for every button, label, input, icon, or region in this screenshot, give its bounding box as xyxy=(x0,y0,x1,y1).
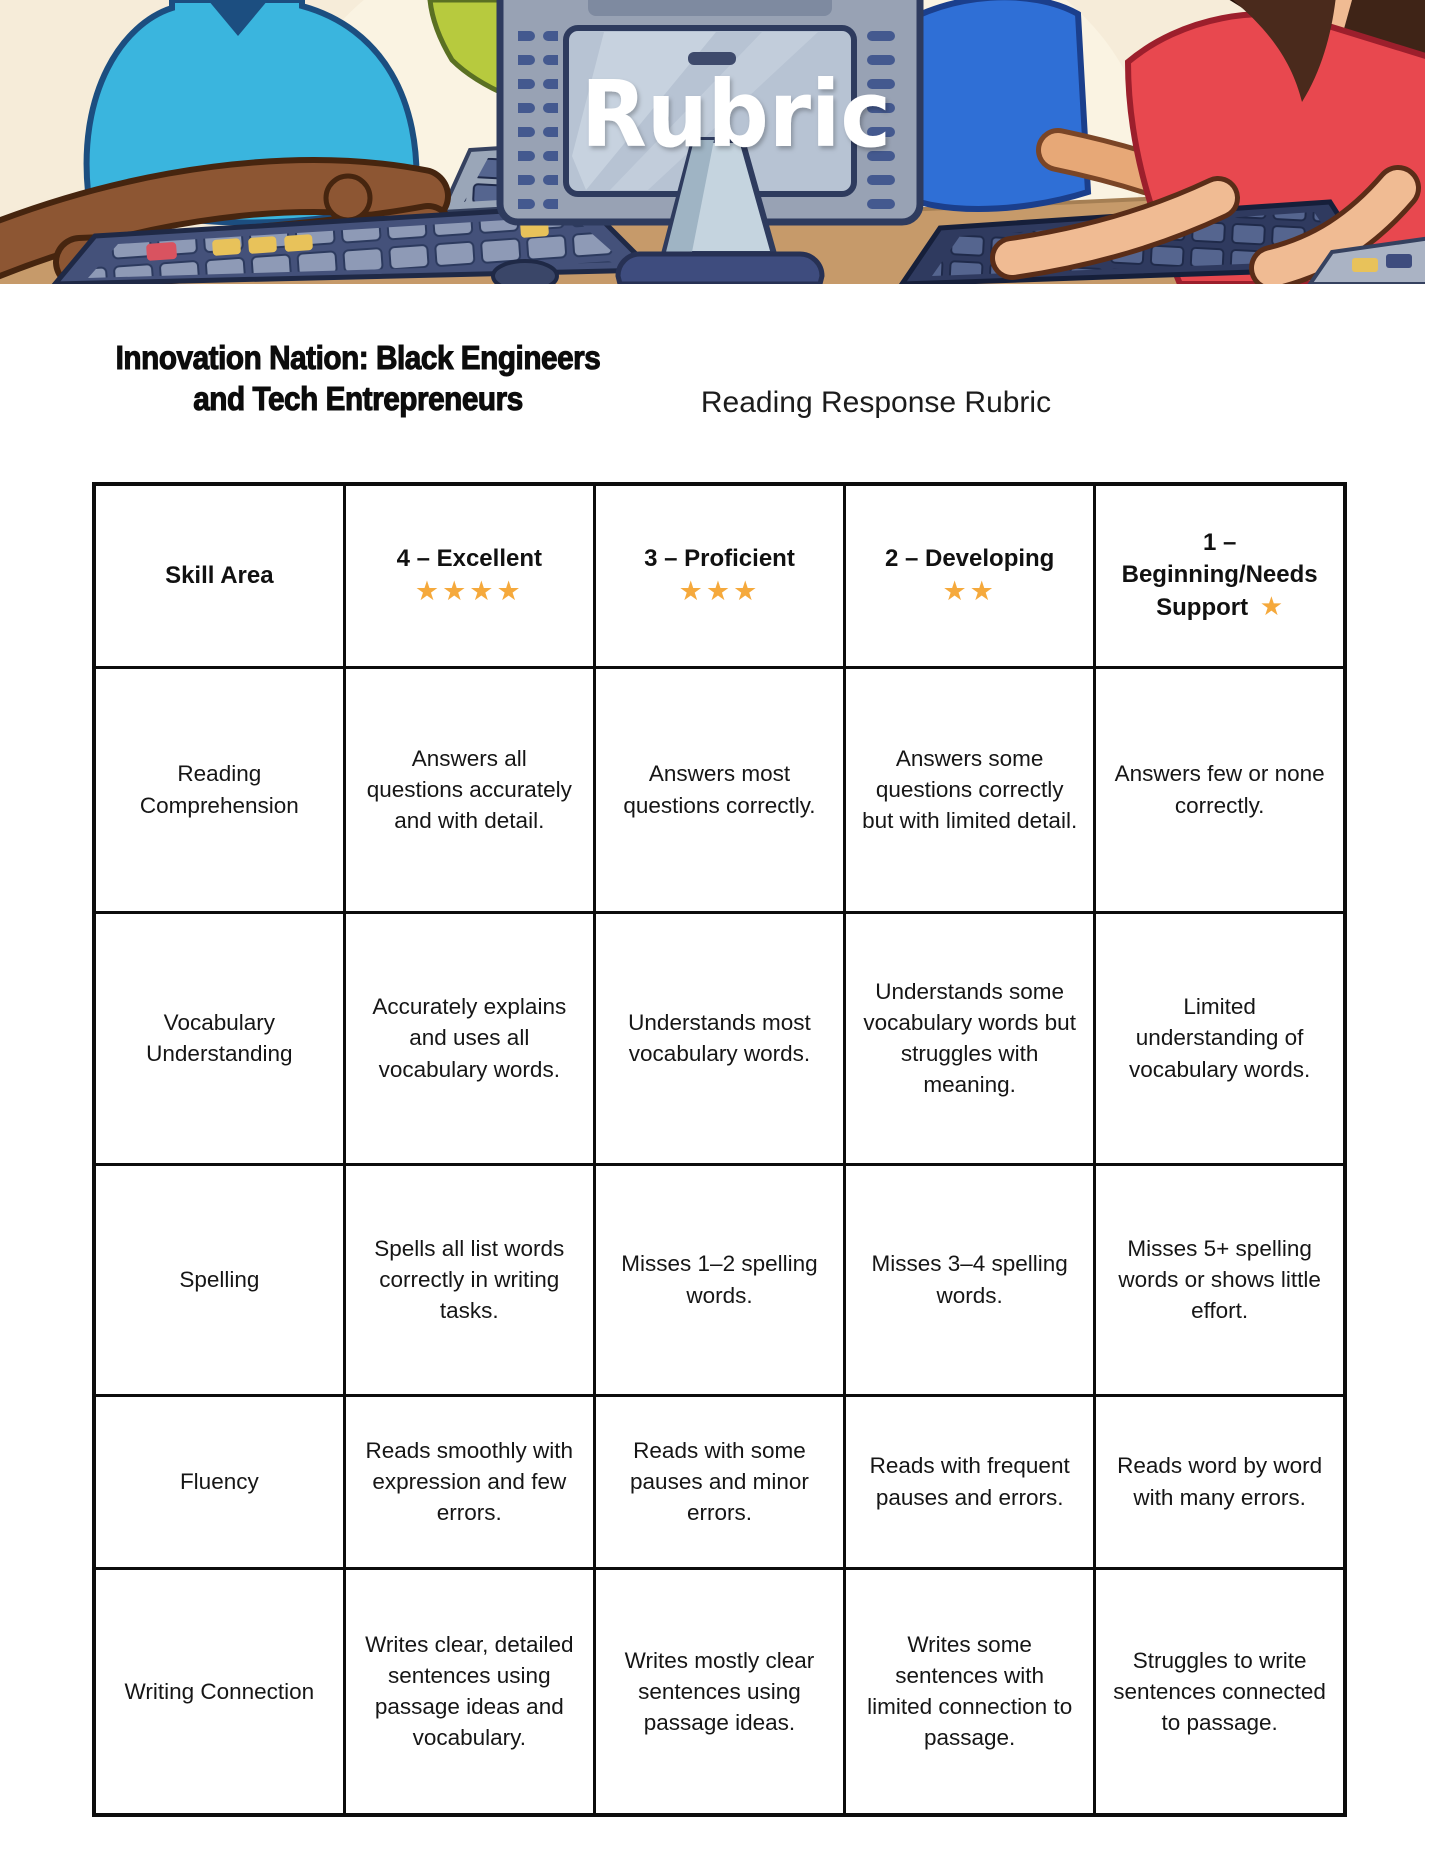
monitor-vents-left xyxy=(518,18,558,216)
rubric-cell: Answers few or none correctly. xyxy=(1093,665,1347,914)
rubric-cell: Answers some questions correctly but wit… xyxy=(843,665,1097,914)
rubric-cell: Misses 5+ spelling words or shows little… xyxy=(1093,1162,1347,1397)
girl-hair-front xyxy=(1232,0,1336,102)
mouse-graphic xyxy=(491,259,559,284)
document-title-line2: and Tech Entrepreneurs xyxy=(193,379,524,417)
document-subtitle: Reading Response Rubric xyxy=(700,386,1052,419)
three-stars-icon: ★★★ xyxy=(678,576,761,608)
column-header-proficient: 3 – Proficient ★★★ xyxy=(592,482,847,669)
rubric-cell: Misses 3–4 spelling words. xyxy=(843,1162,1097,1397)
monitor-graphic: Rubric xyxy=(496,0,924,284)
monitor-vents-right xyxy=(862,18,902,216)
two-stars-icon: ★★ xyxy=(942,576,997,608)
skill-cell: Spelling xyxy=(92,1162,346,1397)
column-header-beginning: 1 – Beginning/Needs Support ★ xyxy=(1093,482,1347,669)
rubric-cell: Spells all list words correctly in writi… xyxy=(342,1162,596,1397)
rubric-cell: Limited understanding of vocabulary word… xyxy=(1093,910,1347,1166)
rubric-cell: Reads with frequent pauses and errors. xyxy=(843,1393,1097,1570)
column-header-skill-area: Skill Area xyxy=(92,482,346,669)
table-row-vocabulary-understanding: Vocabulary Understanding Accurately expl… xyxy=(92,910,1347,1166)
column-header-developing: 2 – Developing ★★ xyxy=(843,482,1097,669)
rubric-cell: Accurately explains and uses all vocabul… xyxy=(342,910,596,1166)
table-row-writing-connection: Writing Connection Writes clear, detaile… xyxy=(92,1566,1347,1817)
skill-cell: Vocabulary Understanding xyxy=(92,910,346,1166)
table-header-row: Skill Area 4 – Excellent ★★★★ 3 – Profic… xyxy=(92,482,1347,669)
boy-fist xyxy=(323,173,373,223)
rubric-cell: Writes mostly clear sentences using pass… xyxy=(592,1566,847,1817)
four-stars-icon: ★★★★ xyxy=(414,576,524,608)
table-row-reading-comprehension: Reading Comprehension Answers all questi… xyxy=(92,665,1347,914)
document-title: Innovation Nation: Black Engineers and T… xyxy=(106,338,610,420)
rubric-cell: Answers all questions accurately and wit… xyxy=(342,665,596,914)
rubric-cell: Writes clear, detailed sentences using p… xyxy=(342,1566,596,1817)
rubric-cell: Understands some vocabulary words but st… xyxy=(843,910,1097,1166)
skill-cell: Fluency xyxy=(92,1393,346,1570)
rubric-cell: Reads with some pauses and minor errors. xyxy=(592,1393,847,1570)
skill-cell: Writing Connection xyxy=(92,1566,346,1817)
rubric-cell: Answers most questions correctly. xyxy=(592,665,847,914)
header-illustration: Rubric xyxy=(0,0,1445,284)
table-row-fluency: Fluency Reads smoothly with expression a… xyxy=(92,1393,1347,1570)
rubric-cell: Reads word by word with many errors. xyxy=(1093,1393,1347,1570)
monitor-base xyxy=(615,251,825,284)
polo-collar xyxy=(208,0,268,36)
rubric-cell: Misses 1–2 spelling words. xyxy=(592,1162,847,1397)
rubric-table: Skill Area 4 – Excellent ★★★★ 3 – Profic… xyxy=(92,482,1347,1817)
rubric-cell: Reads smoothly with expression and few e… xyxy=(342,1393,596,1570)
girl-forearms xyxy=(990,165,1421,284)
rubric-cell: Writes some sentences with limited conne… xyxy=(843,1566,1097,1817)
skill-cell: Reading Comprehension xyxy=(92,665,346,914)
document-title-line1: Innovation Nation: Black Engineers xyxy=(115,338,601,376)
table-row-spelling: Spelling Spells all list words correctly… xyxy=(92,1162,1347,1397)
column-header-excellent: 4 – Excellent ★★★★ xyxy=(342,482,596,669)
rubric-cell: Struggles to write sentences connected t… xyxy=(1093,1566,1347,1817)
rubric-banner-text: Rubric xyxy=(581,61,891,168)
corner-keyboard xyxy=(1307,233,1445,284)
one-star-icon: ★ xyxy=(1259,592,1284,623)
rubric-cell: Understands most vocabulary words. xyxy=(592,910,847,1166)
